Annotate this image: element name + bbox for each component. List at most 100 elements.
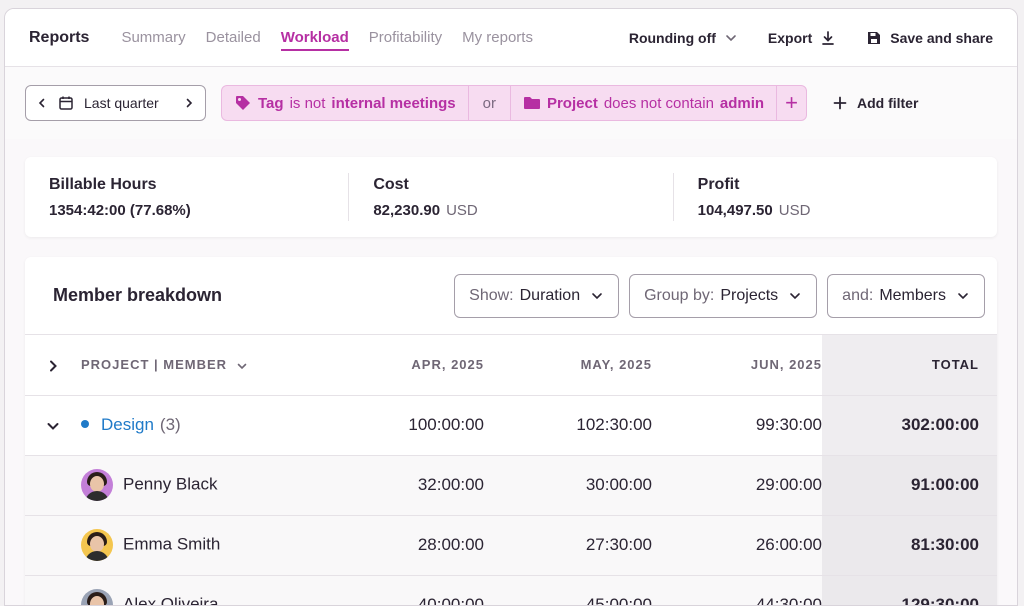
table-header-row: PROJECT | MEMBER APR, 2025 MAY, 2025 JUN… bbox=[25, 335, 997, 396]
member-breakdown-panel: Member breakdown Show: Duration Group by… bbox=[25, 257, 997, 605]
breakdown-table: PROJECT | MEMBER APR, 2025 MAY, 2025 JUN… bbox=[25, 335, 997, 605]
project-total-value: 302:00:00 bbox=[822, 395, 997, 456]
folder-icon bbox=[523, 97, 540, 109]
export-button[interactable]: Export bbox=[768, 30, 836, 46]
member-jun-value: 44:30:00 bbox=[652, 575, 822, 605]
save-icon bbox=[868, 31, 881, 44]
page-title: Reports bbox=[29, 28, 90, 46]
chevron-left-icon[interactable] bbox=[36, 97, 48, 109]
billable-hours-title: Billable Hours bbox=[49, 175, 157, 193]
profit-title: Profit bbox=[697, 175, 740, 193]
project-row-design[interactable]: Design (3) 100:00:00 102:30:00 99:30:00 3… bbox=[25, 395, 997, 456]
rounding-dropdown[interactable]: Rounding off bbox=[629, 30, 738, 46]
jun-column-header: JUN, 2025 bbox=[652, 335, 822, 396]
avatar bbox=[81, 589, 113, 605]
show-select[interactable]: Show: Duration bbox=[454, 273, 620, 318]
member-apr-value: 28:00:00 bbox=[281, 515, 484, 576]
member-jun-value: 26:00:00 bbox=[652, 515, 822, 576]
project-name-cell: Design (3) bbox=[81, 395, 281, 456]
row-spacer bbox=[25, 575, 81, 605]
and-select[interactable]: and: Members bbox=[827, 273, 985, 318]
member-may-value: 30:00:00 bbox=[484, 455, 652, 516]
tab-profitability[interactable]: Profitability bbox=[368, 29, 443, 46]
chevron-down-icon bbox=[237, 363, 246, 369]
download-icon bbox=[822, 30, 835, 45]
cost-title: Cost bbox=[373, 175, 409, 193]
collapse-project-toggle[interactable] bbox=[25, 395, 81, 456]
breakdown-title: Member breakdown bbox=[53, 285, 223, 305]
member-name-cell: Emma Smith bbox=[81, 515, 281, 576]
summary-card: Billable Hours 1354:42:00 (77.68%) Cost … bbox=[25, 157, 997, 237]
plus-icon bbox=[833, 96, 847, 110]
expand-all-toggle[interactable] bbox=[25, 335, 81, 396]
member-total-value: 91:00:00 bbox=[822, 455, 997, 516]
chip-divider bbox=[509, 86, 511, 120]
chevron-right-icon[interactable] bbox=[183, 97, 195, 109]
member-jun-value: 29:00:00 bbox=[652, 455, 822, 516]
save-and-share-button[interactable]: Save and share bbox=[866, 30, 993, 46]
profit-stat: Profit 104,497.50 USD bbox=[674, 173, 997, 221]
add-condition-button[interactable]: + bbox=[785, 90, 798, 115]
add-filter-button[interactable]: Add filter bbox=[833, 95, 918, 111]
tab-summary[interactable]: Summary bbox=[121, 29, 186, 46]
breakdown-header: Member breakdown Show: Duration Group by… bbox=[25, 257, 997, 335]
app-window: Reports Summary Detailed Workload Profit… bbox=[4, 8, 1018, 606]
and-select-prefix: and: bbox=[842, 286, 874, 304]
member-name: Penny Black bbox=[123, 474, 218, 494]
chevron-down-icon bbox=[592, 292, 602, 299]
or-operator-chip[interactable]: or bbox=[482, 94, 496, 112]
date-range-picker[interactable]: Last quarter bbox=[25, 85, 206, 121]
date-range-label: Last quarter bbox=[84, 95, 159, 111]
profit-value: 104,497.50 USD bbox=[697, 201, 811, 219]
member-total-value: 81:30:00 bbox=[822, 515, 997, 576]
member-total-value: 129:30:00 bbox=[822, 575, 997, 605]
row-spacer bbox=[25, 455, 81, 516]
project-filter-chip[interactable]: Project does not contain admin bbox=[511, 86, 776, 120]
tab-workload[interactable]: Workload bbox=[280, 25, 349, 51]
chip-divider bbox=[776, 86, 778, 120]
cost-unit: USD bbox=[446, 201, 478, 219]
member-name-cell: Penny Black bbox=[81, 455, 281, 516]
project-filter-operator: does not contain bbox=[603, 94, 714, 112]
tag-filter-value: internal meetings bbox=[331, 94, 456, 112]
table-row[interactable]: Alex Oliveira 40:00:00 45:00:00 44:30:00… bbox=[25, 575, 997, 605]
show-select-prefix: Show: bbox=[469, 286, 514, 304]
filter-chips: Tag is not internal meetings or Project … bbox=[221, 85, 807, 121]
project-member-count: (3) bbox=[159, 415, 181, 434]
cost-value: 82,230.90 USD bbox=[373, 201, 478, 219]
cost-stat: Cost 82,230.90 USD bbox=[349, 173, 674, 221]
member-may-value: 27:30:00 bbox=[484, 515, 652, 576]
rounding-label: Rounding off bbox=[628, 29, 716, 46]
member-may-value: 45:00:00 bbox=[484, 575, 652, 605]
billable-hours-value: 1354:42:00 (77.68%) bbox=[49, 201, 191, 219]
group-by-select[interactable]: Group by: Projects bbox=[629, 273, 818, 318]
billable-hours-stat: Billable Hours 1354:42:00 (77.68%) bbox=[25, 173, 350, 221]
avatar bbox=[81, 469, 113, 501]
tab-my-reports[interactable]: My reports bbox=[462, 29, 533, 46]
group-by-prefix: Group by: bbox=[644, 286, 715, 304]
project-may-value: 102:30:00 bbox=[484, 395, 652, 456]
calendar-icon bbox=[59, 96, 73, 110]
may-column-header: MAY, 2025 bbox=[484, 335, 652, 396]
chevron-down-icon bbox=[958, 292, 968, 299]
table-row[interactable]: Penny Black 32:00:00 30:00:00 29:00:00 9… bbox=[25, 455, 997, 516]
table-row[interactable]: Emma Smith 28:00:00 27:30:00 26:00:00 81… bbox=[25, 515, 997, 576]
project-member-header-label: PROJECT | MEMBER bbox=[81, 357, 228, 373]
project-name[interactable]: Design bbox=[101, 415, 154, 434]
tag-filter-operator: is not bbox=[289, 94, 326, 112]
and-select-value: Members bbox=[879, 286, 946, 304]
project-member-column-header[interactable]: PROJECT | MEMBER bbox=[81, 335, 281, 396]
project-filter-value: admin bbox=[719, 94, 765, 112]
tag-filter-field: Tag bbox=[258, 94, 284, 112]
project-jun-value: 99:30:00 bbox=[652, 395, 822, 456]
tab-detailed[interactable]: Detailed bbox=[205, 29, 261, 46]
show-select-value: Duration bbox=[519, 286, 581, 304]
member-name-cell: Alex Oliveira bbox=[81, 575, 281, 605]
member-apr-value: 32:00:00 bbox=[281, 455, 484, 516]
top-nav: Reports Summary Detailed Workload Profit… bbox=[5, 9, 1017, 67]
chevron-down-icon bbox=[47, 422, 59, 430]
member-name: Emma Smith bbox=[123, 534, 221, 554]
chevron-down-icon bbox=[790, 292, 800, 299]
tag-filter-chip[interactable]: Tag is not internal meetings bbox=[222, 86, 468, 120]
project-color-dot bbox=[81, 419, 89, 428]
